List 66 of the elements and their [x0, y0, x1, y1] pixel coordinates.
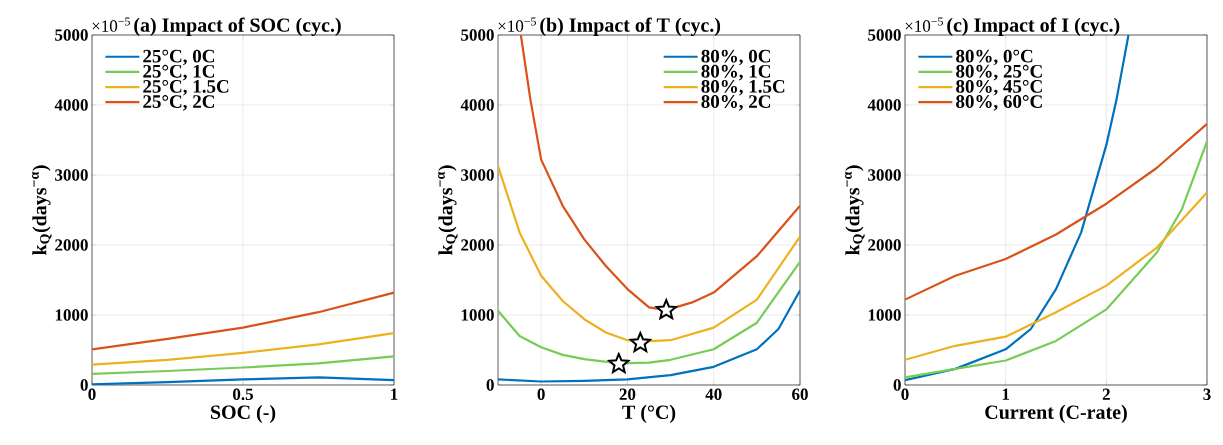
y-axis-title: k$_{Q}$(days$^{−α}$) — [32, 165, 52, 256]
legend-label: 80%, 45°C — [956, 79, 1042, 96]
line-series — [92, 376, 394, 385]
x-tick-label: 20 — [619, 388, 636, 401]
line-series — [905, 122, 1208, 301]
x-axis-title: SOC (-) — [211, 404, 276, 424]
line-series — [92, 332, 394, 366]
y-tick-label: 0 — [80, 379, 88, 391]
x-tick-label: 0 — [901, 388, 909, 401]
y-tick-label: 2000 — [868, 239, 901, 251]
x-axis-title: T (°C) — [622, 404, 676, 423]
y-tick-label: 3000 — [55, 169, 88, 181]
y-tick-label: 1000 — [868, 309, 901, 321]
legend-label: 80%, 60°C — [956, 95, 1042, 111]
line-series — [92, 291, 394, 351]
y-tick-label: 0 — [486, 379, 494, 391]
x-tick-label: 0 — [537, 388, 545, 401]
chart-title: (c) Impact of I (cyc.) — [947, 17, 1120, 36]
x-tick-label: 3 — [1203, 388, 1211, 400]
legend-label: 80%, 0C — [701, 49, 771, 66]
legend-label: 80%, 1C — [701, 64, 771, 81]
line-series — [905, 191, 1208, 361]
text: ×10$^{−5}$ — [498, 17, 536, 32]
legend-label: 80%, 1.5C — [701, 79, 785, 96]
legend-label: 25°C, 0C — [143, 49, 215, 66]
point — [608, 353, 630, 374]
legend-label: 25°C, 1C — [143, 64, 215, 81]
x-tick-label: 2 — [1102, 388, 1110, 400]
line-series — [498, 164, 801, 343]
point — [655, 299, 677, 320]
x-tick-label: 1 — [391, 388, 398, 400]
line-series — [498, 289, 801, 383]
y-tick-label: 3000 — [461, 169, 494, 181]
y-tick-label: 4000 — [54, 99, 88, 111]
line-series — [905, 35, 1130, 382]
y-axis-title: k$_{Q}$(days$^{−α}$) — [845, 165, 865, 256]
x-tick-label: 1 — [1002, 388, 1010, 400]
y-tick-label: 2000 — [461, 239, 494, 251]
text: ×10$^{−5}$ — [92, 17, 130, 32]
line-series — [519, 35, 801, 312]
legend-label: 25°C, 2C — [143, 95, 215, 111]
chart-title: (a) Impact of SOC (cyc.) — [134, 17, 341, 36]
point — [629, 332, 651, 353]
y-tick-label: 2000 — [55, 239, 88, 251]
y-axis-title: k$_{Q}$(days$^{−α}$) — [438, 165, 458, 256]
x-tick-label: 60 — [792, 388, 808, 401]
legend-label: 80%, 25°C — [956, 64, 1042, 81]
line-series — [905, 140, 1208, 379]
x-tick-label: 0 — [88, 388, 96, 401]
legend-label: 25°C, 1.5C — [143, 79, 229, 96]
x-axis-title: Current (C-rate) — [985, 404, 1127, 423]
y-tick-label: 4000 — [460, 99, 494, 111]
x-tick-label: 0.5 — [233, 388, 253, 401]
y-tick-label: 5000 — [461, 29, 494, 41]
legend-label: 80%, 2C — [701, 95, 771, 111]
text: ×10$^{−5}$ — [905, 17, 943, 32]
y-tick-label: 1000 — [461, 309, 494, 321]
line-series — [92, 355, 394, 375]
x-tick-label: 40 — [705, 388, 722, 401]
y-tick-label: 3000 — [868, 169, 901, 181]
chart-title: (b) Impact of T (cyc.) — [540, 17, 721, 36]
y-tick-label: 1000 — [55, 309, 88, 321]
y-tick-label: 4000 — [867, 99, 901, 111]
y-tick-label: 5000 — [868, 29, 901, 41]
y-tick-label: 0 — [893, 379, 901, 391]
y-tick-label: 5000 — [55, 29, 88, 41]
